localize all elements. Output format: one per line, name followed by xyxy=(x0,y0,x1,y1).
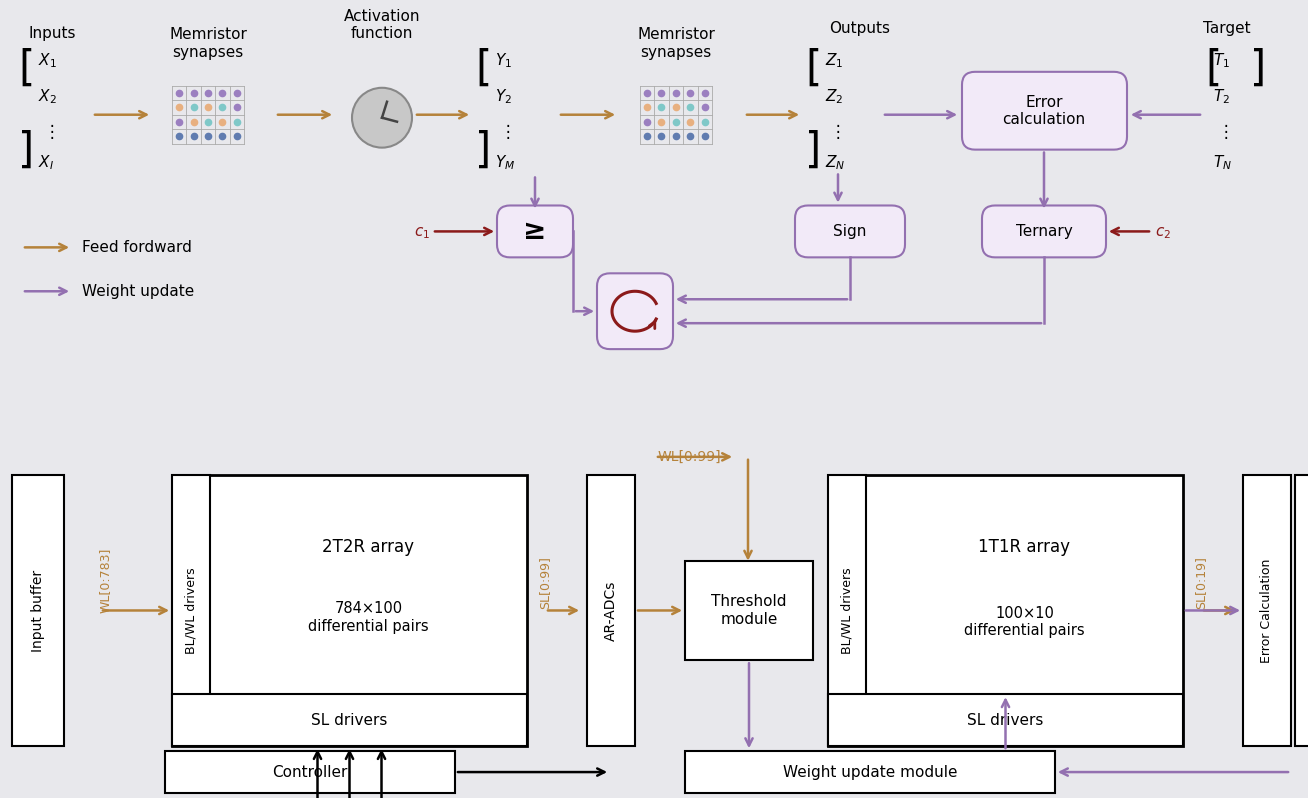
Text: $Z_1$: $Z_1$ xyxy=(825,51,844,69)
Text: 100×10
differential pairs: 100×10 differential pairs xyxy=(964,606,1084,638)
Text: SL[0:19]: SL[0:19] xyxy=(1194,556,1207,609)
Bar xyxy=(211,606,527,650)
Text: BL/WL drivers: BL/WL drivers xyxy=(184,567,198,654)
Text: $T_N$: $T_N$ xyxy=(1213,153,1232,172)
Text: ]: ] xyxy=(804,129,821,172)
Text: Weight update module: Weight update module xyxy=(782,764,957,780)
Text: [: [ xyxy=(475,48,492,90)
Text: 784×100
differential pairs: 784×100 differential pairs xyxy=(309,601,429,634)
Text: $T_2$: $T_2$ xyxy=(1213,88,1230,106)
FancyBboxPatch shape xyxy=(982,206,1107,257)
Bar xyxy=(828,475,866,746)
Text: $X_2$: $X_2$ xyxy=(38,88,56,106)
Text: $c_1$: $c_1$ xyxy=(413,225,430,241)
Text: $X_1$: $X_1$ xyxy=(38,51,56,69)
Bar xyxy=(171,694,527,746)
Text: Weight update: Weight update xyxy=(82,284,195,298)
Bar xyxy=(828,475,1182,746)
Text: $c_2$: $c_2$ xyxy=(1155,225,1171,241)
Bar xyxy=(685,560,814,661)
Bar xyxy=(211,475,527,519)
Text: Controller: Controller xyxy=(272,764,348,780)
Bar xyxy=(211,563,527,606)
Bar xyxy=(1024,475,1078,694)
Text: WL[0:783]: WL[0:783] xyxy=(98,548,111,613)
Text: [: [ xyxy=(18,48,34,90)
Bar xyxy=(1078,475,1130,694)
Text: BL/WL drivers: BL/WL drivers xyxy=(841,567,854,654)
Circle shape xyxy=(352,88,412,148)
Text: ⋮: ⋮ xyxy=(1218,123,1235,140)
Bar xyxy=(866,475,918,694)
Bar xyxy=(918,475,972,694)
Text: WL[0:99]: WL[0:99] xyxy=(658,450,722,464)
FancyBboxPatch shape xyxy=(497,206,573,257)
Bar xyxy=(171,475,211,746)
Text: ⋮: ⋮ xyxy=(44,123,60,140)
Bar xyxy=(685,751,1056,793)
Text: Ternary: Ternary xyxy=(1015,224,1073,239)
Text: SL drivers: SL drivers xyxy=(968,713,1044,728)
Text: $Z_2$: $Z_2$ xyxy=(825,88,844,106)
Text: Activation
function: Activation function xyxy=(344,9,420,41)
Text: Outputs: Outputs xyxy=(829,21,891,36)
Text: $T_1$: $T_1$ xyxy=(1213,51,1230,69)
Text: ]: ] xyxy=(475,129,492,172)
Text: [: [ xyxy=(804,48,821,90)
Text: Target: Target xyxy=(1203,21,1250,36)
Text: Inputs: Inputs xyxy=(29,26,76,41)
Text: ]: ] xyxy=(1250,48,1266,90)
Text: Input buffer: Input buffer xyxy=(31,570,44,651)
Bar xyxy=(165,751,455,793)
Text: Error
calculation: Error calculation xyxy=(1002,94,1086,127)
Text: Feed fordward: Feed fordward xyxy=(82,240,192,255)
Text: [: [ xyxy=(1205,48,1222,90)
FancyBboxPatch shape xyxy=(596,274,674,350)
Text: SL[0:99]: SL[0:99] xyxy=(539,556,552,609)
Bar xyxy=(211,650,527,694)
Bar xyxy=(12,475,64,746)
FancyBboxPatch shape xyxy=(795,206,905,257)
Text: ⋮: ⋮ xyxy=(500,123,517,140)
Text: ⋮: ⋮ xyxy=(831,123,846,140)
Text: Sign: Sign xyxy=(833,224,867,239)
Text: $X_I$: $X_I$ xyxy=(38,153,54,172)
Bar xyxy=(587,475,634,746)
Text: Threshold
module: Threshold module xyxy=(712,595,786,626)
Text: Error Calculation: Error Calculation xyxy=(1261,559,1274,662)
Text: $Y_M$: $Y_M$ xyxy=(494,153,515,172)
Text: $Y_1$: $Y_1$ xyxy=(494,51,511,69)
Bar xyxy=(828,694,1182,746)
Text: ]: ] xyxy=(18,129,34,172)
Bar xyxy=(972,475,1024,694)
Bar xyxy=(211,519,527,563)
Text: SL drivers: SL drivers xyxy=(311,713,387,728)
Bar xyxy=(1295,475,1308,746)
Bar xyxy=(1243,475,1291,746)
Text: $Z_N$: $Z_N$ xyxy=(825,153,845,172)
Text: 2T2R array: 2T2R array xyxy=(323,538,415,556)
FancyBboxPatch shape xyxy=(961,72,1127,150)
Text: Memristor
synapses: Memristor synapses xyxy=(637,27,715,60)
Text: $Y_2$: $Y_2$ xyxy=(494,88,511,106)
Text: 1T1R array: 1T1R array xyxy=(978,538,1070,556)
Text: ≥: ≥ xyxy=(523,217,547,246)
Bar xyxy=(1130,475,1182,694)
Text: AR-ADCs: AR-ADCs xyxy=(604,580,617,641)
Bar xyxy=(171,475,527,746)
Text: Memristor
synapses: Memristor synapses xyxy=(169,27,247,60)
